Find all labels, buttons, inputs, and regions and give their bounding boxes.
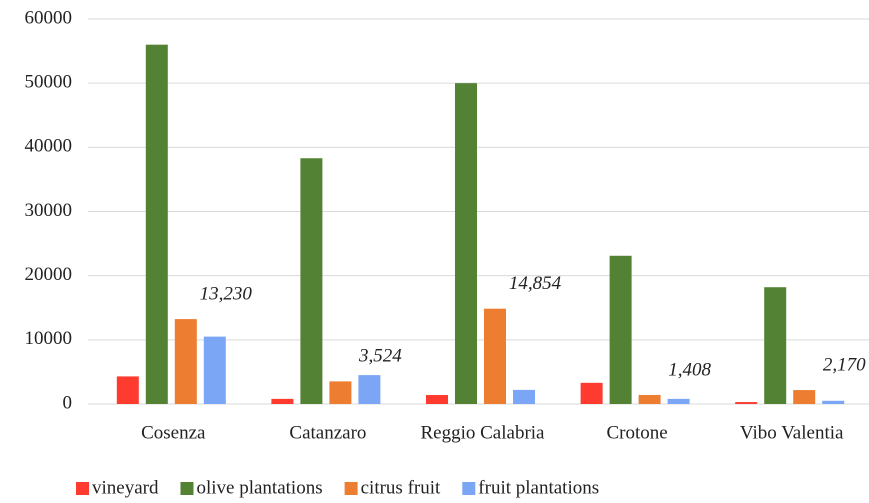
bar	[609, 255, 632, 404]
bar	[667, 398, 690, 404]
bar	[638, 394, 661, 404]
x-tick-label: Reggio Calabria	[421, 422, 546, 443]
bar	[822, 400, 845, 404]
x-tick-label: Catanzaro	[289, 422, 366, 443]
bar	[145, 44, 168, 405]
y-tick-label: 0	[63, 392, 73, 413]
bar	[580, 382, 603, 404]
y-tick-label: 60000	[25, 7, 73, 28]
bar	[484, 308, 506, 404]
bar	[793, 390, 816, 404]
y-tick-label: 10000	[25, 328, 73, 349]
bar	[735, 402, 758, 404]
x-tick-label: Vibo Valentia	[740, 422, 844, 443]
legend-label: olive plantations	[196, 477, 322, 498]
bar	[513, 389, 535, 404]
bar	[358, 375, 381, 404]
data-label: 14,854	[509, 273, 562, 294]
bar	[426, 395, 448, 404]
bar	[271, 398, 294, 404]
legend-swatch	[180, 482, 194, 495]
data-label: 1,408	[668, 359, 711, 380]
bar	[764, 287, 787, 404]
bar	[455, 83, 477, 405]
legend-swatch	[462, 482, 476, 495]
data-label: 3,524	[358, 346, 402, 367]
legend-label: vineyard	[92, 477, 159, 498]
legend-swatch	[76, 482, 89, 495]
legend-swatch	[344, 482, 358, 495]
bar	[300, 158, 323, 404]
y-tick-label: 40000	[25, 136, 73, 157]
y-tick-label: 20000	[25, 264, 73, 285]
bar	[116, 376, 139, 404]
data-label: 2,170	[823, 354, 866, 375]
x-tick-label: Cosenza	[141, 422, 206, 443]
y-tick-label: 30000	[25, 200, 73, 221]
bar	[329, 381, 352, 404]
bar	[174, 319, 197, 404]
x-tick-label: Crotone	[606, 422, 667, 443]
legend-label: citrus fruit	[361, 477, 441, 498]
data-label: 13,230	[200, 283, 253, 304]
y-tick-label: 50000	[25, 72, 73, 93]
legend-label: fruit plantations	[478, 477, 599, 498]
bar	[203, 336, 226, 404]
